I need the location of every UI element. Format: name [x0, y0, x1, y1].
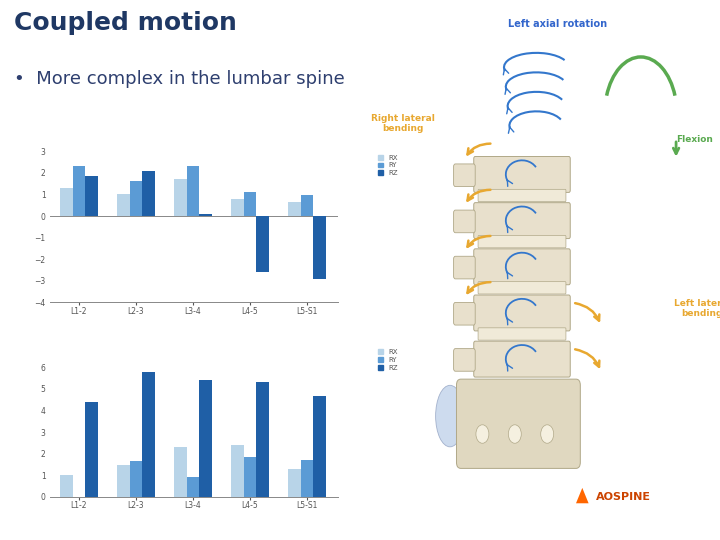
Polygon shape — [576, 488, 589, 503]
Circle shape — [508, 425, 521, 443]
FancyBboxPatch shape — [478, 190, 566, 201]
Bar — [231, 199, 244, 216]
Text: •  More complex in the lumbar spine: • More complex in the lumbar spine — [14, 70, 345, 88]
FancyBboxPatch shape — [454, 210, 475, 233]
Text: Left lateral
bending: Left lateral bending — [674, 299, 720, 318]
Ellipse shape — [436, 385, 464, 447]
Bar — [244, 192, 256, 216]
Bar — [130, 461, 143, 497]
FancyBboxPatch shape — [456, 379, 580, 468]
Text: Right lateral
bending: Right lateral bending — [372, 114, 435, 133]
Bar — [85, 402, 98, 497]
Bar — [117, 465, 130, 497]
Bar — [117, 194, 130, 216]
FancyBboxPatch shape — [454, 302, 475, 325]
Bar — [73, 166, 85, 216]
Bar — [199, 214, 212, 216]
FancyBboxPatch shape — [478, 235, 566, 248]
Bar — [231, 445, 244, 497]
Bar — [186, 477, 199, 497]
Bar — [288, 469, 301, 497]
Bar — [313, 216, 326, 279]
Bar — [301, 195, 313, 216]
Bar — [130, 181, 143, 216]
Bar — [174, 447, 186, 497]
Text: Flexion: Flexion — [676, 134, 714, 144]
FancyBboxPatch shape — [474, 202, 570, 239]
Bar — [244, 457, 256, 497]
Bar — [256, 382, 269, 497]
Bar — [186, 166, 199, 216]
Circle shape — [541, 425, 554, 443]
FancyBboxPatch shape — [474, 249, 570, 285]
Bar — [143, 372, 155, 497]
Bar — [174, 179, 186, 216]
Bar — [199, 380, 212, 497]
Bar — [301, 460, 313, 497]
FancyBboxPatch shape — [474, 295, 570, 331]
Bar — [143, 171, 155, 216]
Bar — [256, 216, 269, 272]
FancyBboxPatch shape — [454, 349, 475, 371]
Bar — [60, 188, 73, 216]
Text: AOSPINE: AOSPINE — [596, 492, 651, 502]
FancyBboxPatch shape — [454, 256, 475, 279]
FancyBboxPatch shape — [474, 341, 570, 377]
FancyBboxPatch shape — [454, 164, 475, 186]
FancyBboxPatch shape — [474, 157, 570, 192]
Circle shape — [476, 425, 489, 443]
Text: Left axial rotation: Left axial rotation — [508, 18, 608, 29]
Bar — [85, 176, 98, 216]
Bar — [313, 396, 326, 497]
Bar — [60, 475, 73, 497]
Legend: RX, RY, RZ: RX, RY, RZ — [377, 154, 398, 176]
Legend: RX, RY, RZ: RX, RY, RZ — [377, 349, 398, 370]
FancyBboxPatch shape — [478, 282, 566, 294]
FancyBboxPatch shape — [478, 328, 566, 340]
Text: Coupled motion: Coupled motion — [14, 11, 238, 35]
Bar — [288, 202, 301, 216]
